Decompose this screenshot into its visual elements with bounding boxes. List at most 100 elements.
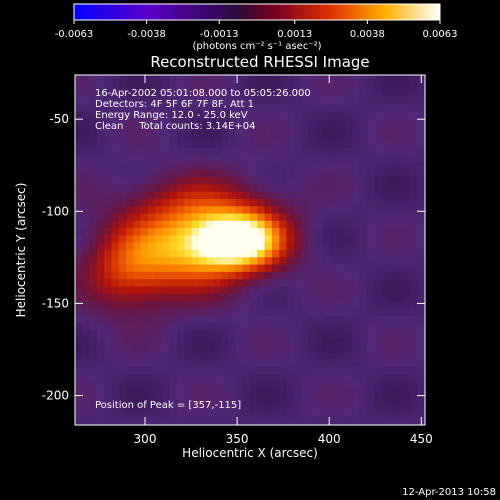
heatmap-cell	[118, 395, 127, 404]
heatmap-cell	[162, 155, 171, 164]
heatmap-cell	[235, 198, 244, 207]
heatmap-cell	[337, 410, 346, 419]
heatmap-cell	[352, 191, 360, 200]
heatmap-cell	[308, 322, 317, 331]
heatmap-cell	[352, 271, 360, 280]
heatmap-cell	[286, 395, 295, 404]
heatmap-cell	[220, 417, 229, 426]
heatmap-cell	[162, 388, 171, 397]
heatmap-cell	[242, 359, 251, 368]
heatmap-cell	[279, 293, 288, 302]
heatmap-cell	[220, 133, 229, 142]
heatmap-cell	[388, 162, 397, 171]
heatmap-cell	[293, 250, 302, 258]
heatmap-cell	[264, 337, 273, 346]
heatmap-cell	[381, 315, 390, 324]
heatmap-cell	[301, 322, 309, 331]
heatmap-cell	[198, 147, 207, 156]
heatmap-cell	[250, 198, 258, 207]
heatmap-cell	[330, 235, 339, 244]
heatmap-cell	[133, 395, 142, 404]
heatmap-cell	[359, 330, 368, 339]
heatmap-cell	[395, 184, 404, 193]
heatmap-cell	[133, 213, 142, 222]
heatmap-cell	[155, 104, 164, 113]
heatmap-cell	[140, 322, 149, 331]
heatmap-cell	[228, 111, 237, 120]
heatmap-cell	[417, 140, 426, 149]
heatmap-cell	[111, 169, 120, 178]
heatmap-cell	[417, 381, 426, 390]
heatmap-cell	[286, 213, 295, 222]
heatmap-cell	[337, 388, 346, 397]
heatmap-cell	[169, 198, 178, 207]
heatmap-cell	[337, 104, 346, 113]
heatmap-cell	[286, 162, 295, 171]
heatmap-cell	[228, 242, 237, 251]
heatmap-cell	[373, 162, 382, 171]
heatmap-cell	[206, 359, 215, 368]
heatmap-cell	[417, 118, 426, 127]
heatmap-cell	[104, 373, 113, 382]
heatmap-cell	[337, 286, 346, 295]
heatmap-cell	[308, 373, 317, 382]
heatmap-cell	[96, 177, 105, 185]
heatmap-cell	[111, 337, 120, 346]
heatmap-cell	[220, 301, 229, 309]
heatmap-cell	[228, 235, 237, 244]
heatmap-cell	[82, 381, 91, 390]
heatmap-cell	[271, 344, 280, 353]
heatmap-cell	[96, 118, 105, 127]
heatmap-cell	[301, 118, 309, 127]
heatmap-cell	[206, 410, 215, 419]
heatmap-cell	[111, 220, 120, 229]
heatmap-cell	[381, 308, 390, 317]
heatmap-cell	[417, 308, 426, 317]
heatmap-cell	[111, 250, 120, 258]
heatmap-cell	[162, 96, 171, 105]
heatmap-cell	[366, 104, 375, 113]
heatmap-cell	[257, 286, 266, 295]
heatmap-cell	[75, 242, 83, 251]
heatmap-cell	[155, 133, 164, 142]
heatmap-cell	[89, 206, 98, 215]
heatmap-cell	[395, 126, 404, 134]
heatmap-cell	[359, 133, 368, 142]
heatmap-cell	[89, 162, 98, 171]
heatmap-cell	[198, 155, 207, 164]
heatmap-cell	[395, 395, 404, 404]
heatmap-cell	[293, 359, 302, 368]
heatmap-cell	[403, 395, 412, 404]
heatmap-cell	[257, 104, 266, 113]
heatmap-cell	[133, 118, 142, 127]
heatmap-cell	[381, 388, 390, 397]
heatmap-cell	[417, 169, 426, 178]
heatmap-cell	[286, 118, 295, 127]
heatmap-cell	[228, 403, 237, 412]
heatmap-cell	[373, 373, 382, 382]
heatmap-cell	[250, 322, 258, 331]
heatmap-cell	[373, 118, 382, 127]
heatmap-cell	[250, 417, 258, 426]
heatmap-cell	[410, 322, 419, 331]
heatmap-cell	[242, 89, 251, 98]
heatmap-cell	[388, 388, 397, 397]
heatmap-cell	[191, 184, 200, 193]
heatmap-cell	[330, 403, 339, 412]
heatmap-cell	[126, 373, 134, 382]
heatmap-cell	[403, 169, 412, 178]
heatmap-cell	[381, 155, 390, 164]
heatmap-cell	[373, 315, 382, 324]
heatmap-cell	[147, 366, 156, 375]
heatmap-cell	[82, 235, 91, 244]
heatmap-cell	[220, 111, 229, 120]
heatmap-cell	[82, 330, 91, 339]
heatmap-cell	[184, 118, 193, 127]
heatmap-cell	[213, 206, 222, 215]
heatmap-cell	[366, 235, 375, 244]
heatmap-cell	[279, 89, 288, 98]
heatmap-cell	[271, 373, 280, 382]
heatmap-cell	[235, 242, 244, 251]
heatmap-cell	[373, 133, 382, 142]
heatmap-cell	[315, 293, 324, 302]
